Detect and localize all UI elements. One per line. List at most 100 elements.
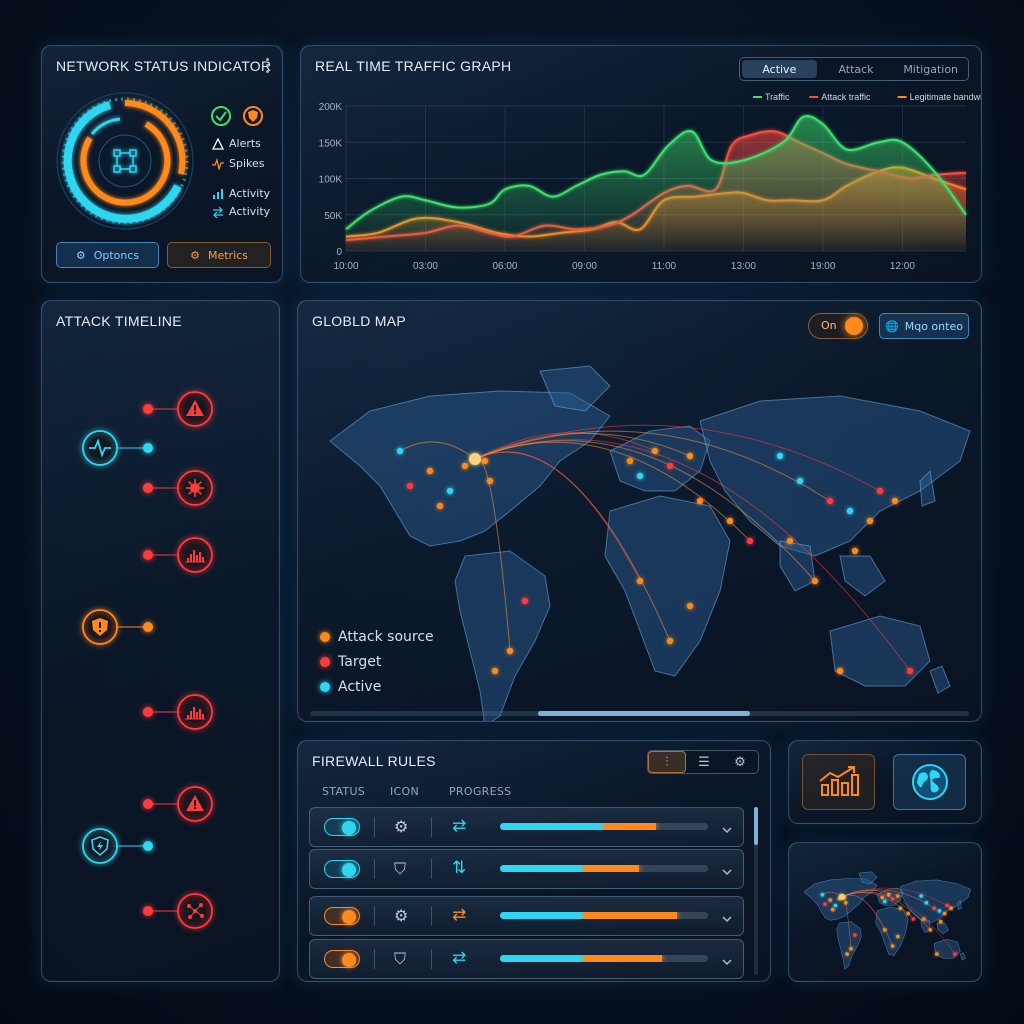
- warning-icon: [186, 400, 204, 416]
- landmass: [959, 952, 966, 961]
- network-nodes-icon: [187, 903, 204, 919]
- column-progress: PROGRESS: [449, 785, 512, 798]
- options-button[interactable]: ⚙ Optoncs: [56, 242, 159, 268]
- landmass: [900, 879, 971, 924]
- y-tick-label: 150K: [319, 138, 343, 149]
- map-point: [924, 901, 929, 905]
- x-tick-label: 10:00: [333, 261, 358, 272]
- map-point: [928, 928, 933, 932]
- warning-icon: [212, 137, 224, 150]
- x-tick-label: 09:00: [572, 261, 597, 272]
- timeline-event-shield-bolt-icon[interactable]: [82, 828, 118, 864]
- map-point: [666, 462, 674, 470]
- timeline-event-warning-icon[interactable]: [177, 391, 213, 427]
- firewall-rule-row[interactable]: ⚙ ⇄: [309, 896, 744, 936]
- chevron-down-icon[interactable]: [721, 862, 733, 881]
- timeline-event-network-nodes-icon[interactable]: [177, 893, 213, 929]
- world-map[interactable]: [298, 301, 982, 722]
- mini-map-panel: [788, 842, 982, 982]
- map-point: [836, 667, 844, 675]
- traffic-chart: 0 50K 100K 150K 200K 10:00 03:00 06:00 09:00 11:0…: [319, 92, 982, 272]
- timeline-event-spike-chart-icon[interactable]: [177, 537, 213, 573]
- tab-active[interactable]: Active: [742, 60, 817, 78]
- timeline-event-pulse-icon[interactable]: [82, 430, 118, 466]
- chevron-down-icon[interactable]: [721, 909, 733, 928]
- mini-world-map[interactable]: [789, 843, 982, 982]
- map-mode-button[interactable]: 🌐 Mqo onteo: [879, 313, 969, 339]
- firewall-vertical-scrollbar[interactable]: [754, 807, 758, 975]
- map-point: [461, 462, 469, 470]
- map-point: [890, 896, 895, 901]
- map-point: [826, 497, 834, 505]
- firewall-rule-row[interactable]: ⚙ ⇄: [309, 807, 744, 847]
- firewall-rule-row[interactable]: ⛉ ⇄: [309, 939, 744, 979]
- map-toggle-label: On: [821, 319, 837, 332]
- shield-check-icon: ⛉: [394, 949, 407, 968]
- map-point: [746, 537, 754, 545]
- status-ring-gauge: [56, 92, 194, 230]
- legend-label-2: Legitimate bandwidth: [910, 92, 982, 102]
- timeline-node: [143, 404, 153, 414]
- analytics-button[interactable]: [802, 754, 875, 810]
- tab-attack[interactable]: Attack: [838, 62, 874, 76]
- map-point: [446, 487, 454, 495]
- metrics-button[interactable]: ⚙ Metrics: [167, 242, 271, 268]
- chevron-down-icon[interactable]: [721, 820, 733, 839]
- rule-status-toggle[interactable]: [324, 950, 360, 968]
- timeline-event-virus-icon[interactable]: [177, 470, 213, 506]
- map-point: [845, 952, 849, 956]
- map-point: [686, 602, 694, 610]
- map-point: [896, 894, 900, 898]
- map-point: [491, 667, 499, 675]
- attack-arc: [474, 440, 816, 582]
- map-point: [831, 907, 835, 912]
- spike-chart-icon: [185, 707, 205, 720]
- timeline-track: [82, 356, 213, 956]
- map-point: [906, 667, 914, 675]
- rule-status-toggle[interactable]: [324, 818, 360, 836]
- globe-button[interactable]: [893, 754, 966, 810]
- tab-mitigation[interactable]: Mitigation: [903, 62, 959, 76]
- landmass: [609, 425, 711, 492]
- map-point: [949, 906, 953, 910]
- transfer-orange-icon: ⇄: [452, 905, 467, 925]
- bar-chart-icon: [213, 188, 223, 199]
- legend-alerts: Alerts: [212, 137, 261, 150]
- legend-target: Target: [320, 654, 381, 670]
- transfer-icon: ⇄: [452, 948, 467, 968]
- legend-label-1: Attack traffic: [821, 92, 871, 102]
- map-point: [486, 477, 494, 485]
- timeline-event-warning-icon[interactable]: [177, 786, 213, 822]
- timeline-node: [143, 707, 153, 717]
- landmass: [454, 550, 551, 721]
- rule-progress-bar: [500, 912, 708, 919]
- list-icon[interactable]: ☰: [698, 754, 710, 770]
- landmass: [919, 469, 936, 507]
- map-point: [891, 497, 899, 505]
- map-point: [796, 477, 804, 485]
- traffic-graph-title: REAL TIME TRAFFIC GRAPH: [315, 58, 512, 74]
- map-point: [686, 452, 694, 460]
- rule-status-toggle[interactable]: [324, 907, 360, 925]
- map-point: [636, 472, 644, 480]
- gear-icon[interactable]: ⚙: [734, 754, 746, 770]
- attack-arc: [474, 451, 641, 582]
- firewall-rule-row[interactable]: ⛉ ⇅: [309, 849, 744, 889]
- map-point: [886, 892, 891, 897]
- map-horizontal-scrollbar[interactable]: [310, 711, 969, 716]
- kebab-menu-icon[interactable]: [264, 58, 270, 74]
- timeline-event-shield-alert-icon[interactable]: [82, 609, 118, 645]
- attack-arc: [841, 891, 931, 930]
- timeline-event-spike-chart-icon[interactable]: [177, 694, 213, 730]
- map-point: [883, 899, 887, 904]
- map-on-toggle[interactable]: On: [808, 313, 868, 339]
- y-tick-label: 200K: [319, 102, 343, 113]
- map-point: [846, 507, 854, 515]
- legend-activity-2: Activity: [212, 205, 270, 218]
- rule-status-toggle[interactable]: [324, 860, 360, 878]
- sliders-icon[interactable]: ⫶: [648, 751, 686, 773]
- legend-spikes: Spikes: [212, 157, 265, 170]
- timeline-node: [143, 799, 153, 809]
- chevron-down-icon[interactable]: [721, 952, 733, 971]
- transfer-icon: [213, 206, 223, 218]
